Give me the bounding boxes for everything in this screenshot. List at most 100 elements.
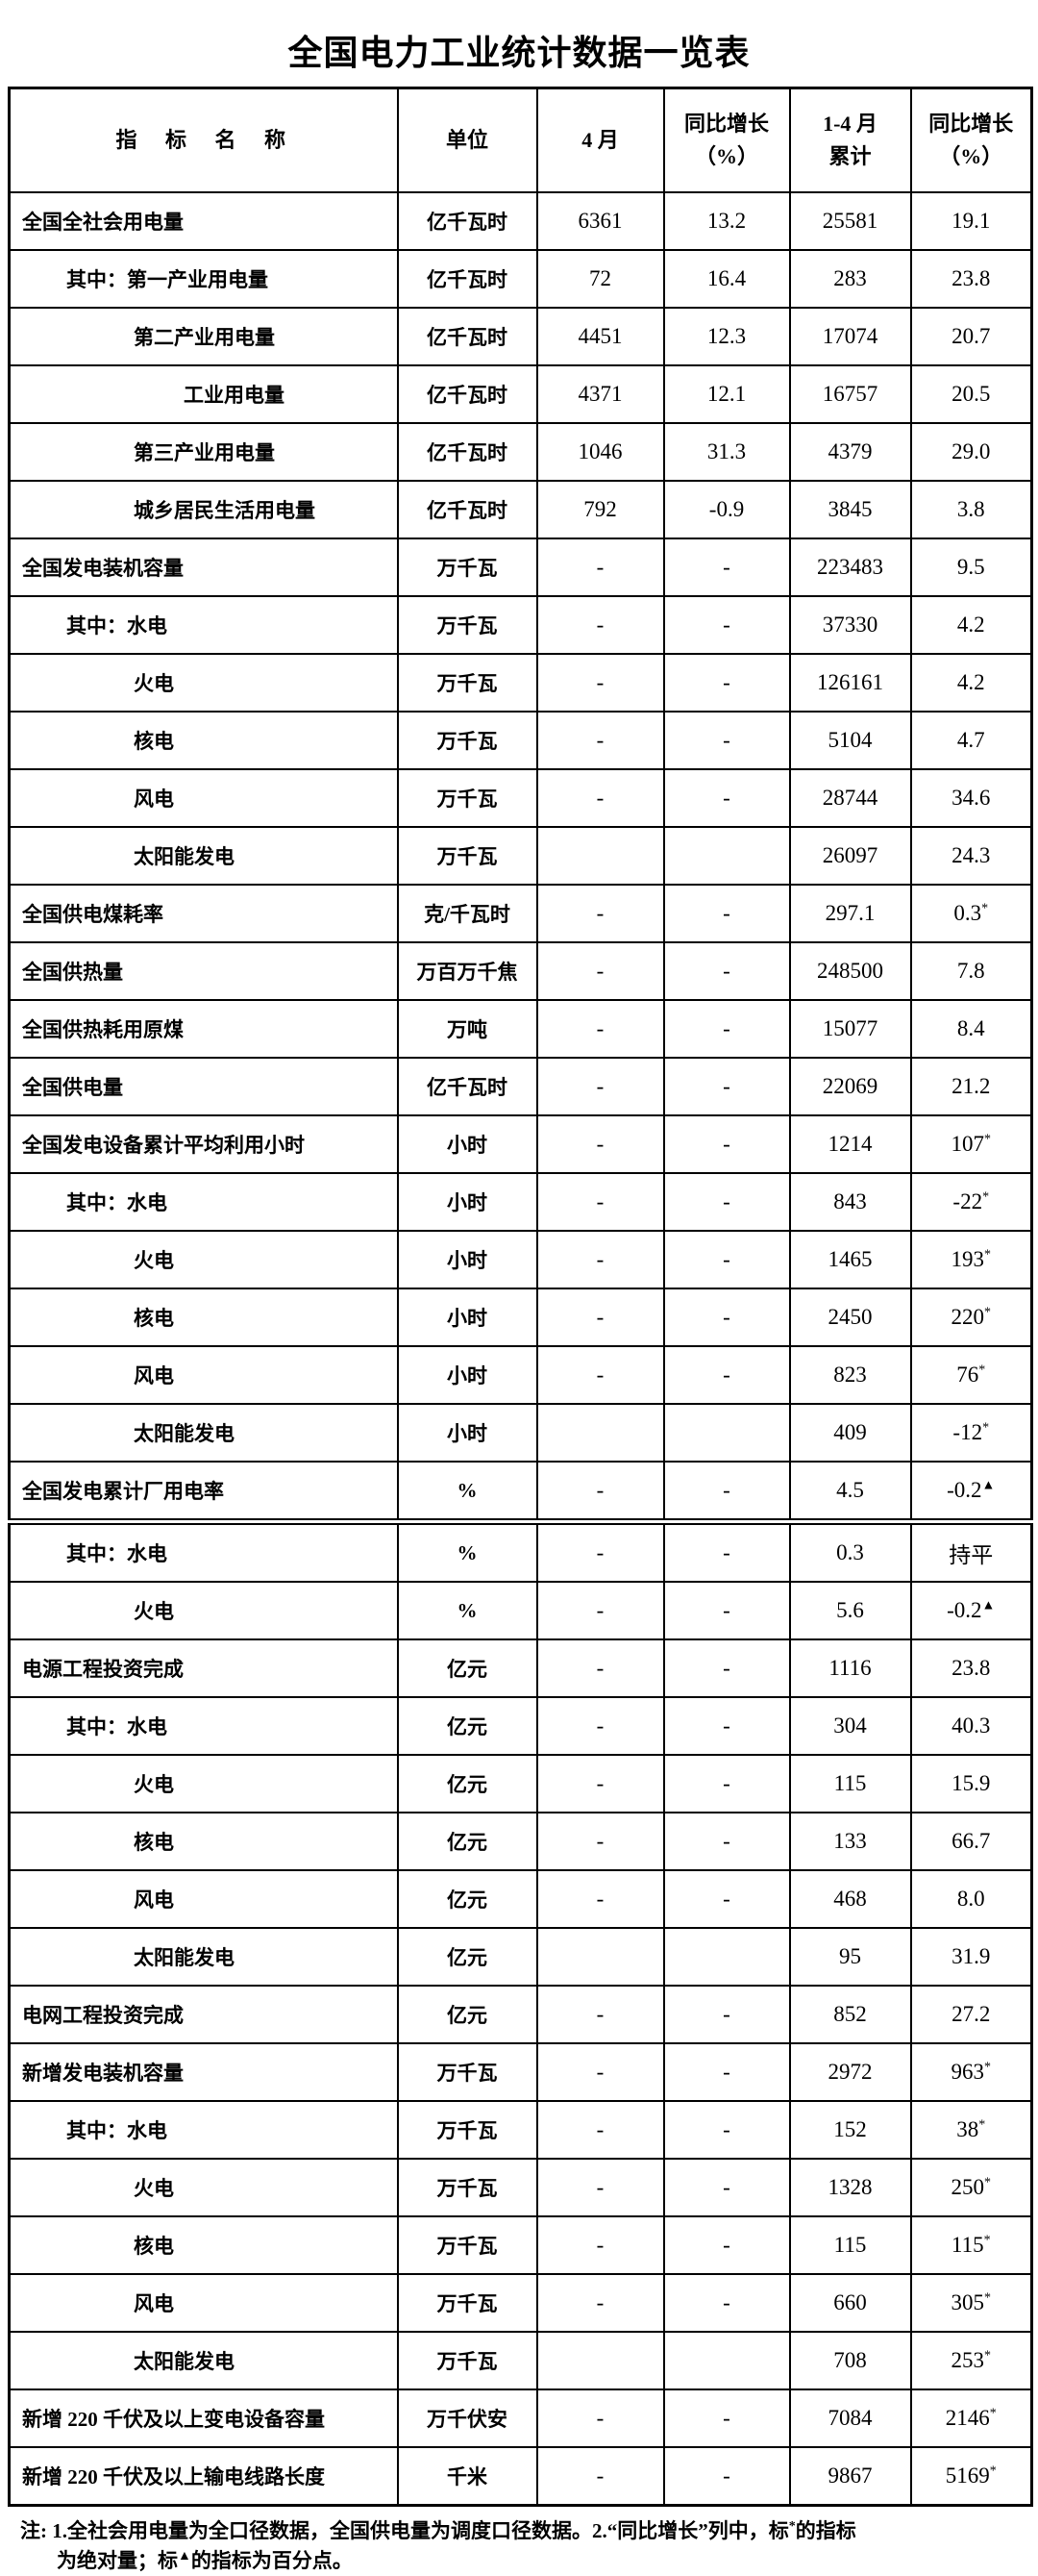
cell-april-value: - [535, 2446, 665, 2507]
cumulative-value: 3845 [828, 497, 873, 521]
cell-april-yoy [662, 1403, 791, 1463]
april-value: - [596, 1540, 605, 1564]
footnote-marker: * [989, 2463, 997, 2479]
april-value: - [596, 901, 605, 925]
cumulative-yoy-value: 8.0 [956, 1887, 985, 1911]
cell-april-yoy [662, 2331, 791, 2390]
cumulative-value: 37330 [822, 613, 878, 637]
table-row: 第二产业用电量 亿千瓦时 4451 12.3 17074 20.7 [8, 307, 1033, 366]
april-yoy-value: - [723, 959, 730, 983]
table-row: 其中：水电 亿元 - - 304 40.3 [8, 1696, 1033, 1756]
unit-label: 小时 [447, 1249, 487, 1272]
cell-cumulative-value: 9867 [788, 2446, 912, 2507]
cell-april-value: - [535, 1461, 665, 1525]
unit-label: 亿元 [447, 1946, 487, 1969]
cell-april-yoy: - [662, 941, 791, 1001]
unit-label: 小时 [447, 1191, 487, 1214]
table-row: 全国供电煤耗率 克/千瓦时 - - 297.1 0.3* [8, 884, 1033, 943]
april-value: - [596, 1713, 605, 1738]
cell-unit: 万千瓦 [396, 2158, 538, 2217]
footnote-marker: * [984, 1305, 991, 1320]
indicator-label: 全国全社会用电量 [22, 211, 184, 234]
header-label: 单位 [445, 128, 488, 152]
table-row: 风电 亿元 - - 468 8.0 [8, 1869, 1033, 1929]
footnote-marker: ▲ [981, 1478, 996, 1493]
cumulative-value: 95 [839, 1944, 861, 1968]
cumulative-yoy-value: 15.9 [952, 1771, 991, 1795]
cell-unit: 万千瓦 [396, 2100, 538, 2160]
cumulative-yoy-value: 8.4 [956, 1016, 985, 1040]
cell-indicator-name: 新增 220 千伏及以上输电线路长度 [8, 2446, 399, 2507]
cell-cumulative-yoy: 2146* [909, 2388, 1033, 2448]
cell-unit: 亿千瓦时 [396, 307, 538, 366]
cumulative-value: 843 [833, 1189, 867, 1213]
cell-cumulative-yoy: 20.5 [909, 364, 1033, 424]
column-header-cumulative: 1-4 月累计 [788, 87, 912, 193]
table-row: 火电 亿元 - - 115 15.9 [8, 1754, 1033, 1813]
cumulative-yoy-value: 23.8 [952, 266, 991, 290]
cell-cumulative-yoy: 305* [909, 2273, 1033, 2333]
cell-unit: 小时 [396, 1403, 538, 1463]
cell-indicator-name: 太阳能发电 [8, 1927, 399, 1987]
table-row: 太阳能发电 万千瓦 26097 24.3 [8, 826, 1033, 886]
unit-label: 小时 [447, 1307, 487, 1330]
cell-cumulative-yoy: 8.0 [909, 1869, 1033, 1929]
cumulative-yoy-value: 250 [951, 2175, 985, 2199]
cumulative-yoy-value: -22 [952, 1189, 983, 1213]
indicator-label: 火电 [134, 2177, 174, 2200]
table-row: 新增发电装机容量 万千瓦 - - 2972 963* [8, 2042, 1033, 2102]
cell-cumulative-value: 2450 [788, 1288, 912, 1347]
footnote-marker: * [978, 1363, 986, 1378]
indicator-label: 全国发电设备累计平均利用小时 [22, 1134, 305, 1157]
april-yoy-value: - [723, 670, 730, 694]
cell-april-yoy: - [662, 1812, 791, 1871]
indicator-label: 其中：水电 [66, 1191, 167, 1214]
unit-label: 亿千瓦时 [427, 384, 507, 407]
cumulative-yoy-value: 21.2 [952, 1074, 991, 1098]
indicator-label: 其中：水电 [66, 1715, 167, 1738]
cumulative-yoy-value: 76 [956, 1363, 979, 1387]
unit-label: 万千伏安 [427, 2408, 507, 2431]
cell-cumulative-value: 25581 [788, 191, 912, 251]
april-yoy-value: - [723, 613, 730, 637]
unit-label: 小时 [447, 1134, 487, 1157]
cell-cumulative-yoy: 40.3 [909, 1696, 1033, 1756]
cell-april-value: 6361 [535, 191, 665, 251]
cell-cumulative-yoy: 27.2 [909, 1985, 1033, 2044]
cell-april-value: - [535, 999, 665, 1059]
cumulative-value: 0.3 [836, 1540, 864, 1564]
cell-april-yoy: - [662, 1461, 791, 1525]
cumulative-value: 1116 [828, 1656, 872, 1680]
table-row: 其中：水电 % - - 0.3 持平 [8, 1520, 1033, 1583]
cell-april-yoy: - [662, 768, 791, 828]
cell-indicator-name: 火电 [8, 1230, 399, 1289]
cell-cumulative-yoy: 8.4 [909, 999, 1033, 1059]
cell-april-value: - [535, 1812, 665, 1871]
indicator-label: 电源工程投资完成 [22, 1658, 184, 1681]
triangle-marker: ▲ [178, 2549, 191, 2563]
cell-cumulative-value: 0.3 [788, 1520, 912, 1583]
cell-april-yoy: - [662, 538, 791, 597]
unit-label: 亿元 [447, 1773, 487, 1796]
cell-indicator-name: 其中：水电 [8, 2100, 399, 2160]
april-value: - [596, 1598, 605, 1622]
april-value: - [596, 2290, 605, 2314]
cell-unit: 万千伏安 [396, 2388, 538, 2448]
footnotes: 注: 1.全社会用电量为全口径数据，全国供电量为调度口径数据。2.“同比增长”列… [20, 2516, 1038, 2576]
footnote-marker: * [981, 901, 989, 916]
cell-cumulative-yoy: 250* [909, 2158, 1033, 2217]
unit-label: 亿元 [447, 2004, 487, 2027]
cell-april-yoy: - [662, 1057, 791, 1116]
cell-april-yoy: 13.2 [662, 191, 791, 251]
cell-april-yoy: - [662, 2215, 791, 2275]
cell-indicator-name: 第二产业用电量 [8, 307, 399, 366]
page-title: 全国电力工业统计数据一览表 [287, 34, 751, 72]
april-yoy-value: - [723, 2233, 730, 2257]
cell-cumulative-yoy: -22* [909, 1172, 1033, 1232]
cumulative-yoy-value: 5169 [945, 2463, 990, 2488]
cell-april-yoy: - [662, 1114, 791, 1174]
april-yoy-value: - [723, 1132, 730, 1156]
table-row: 核电 亿元 - - 133 66.7 [8, 1812, 1033, 1871]
unit-label: 万千瓦 [436, 845, 498, 868]
cell-cumulative-yoy: 193* [909, 1230, 1033, 1289]
